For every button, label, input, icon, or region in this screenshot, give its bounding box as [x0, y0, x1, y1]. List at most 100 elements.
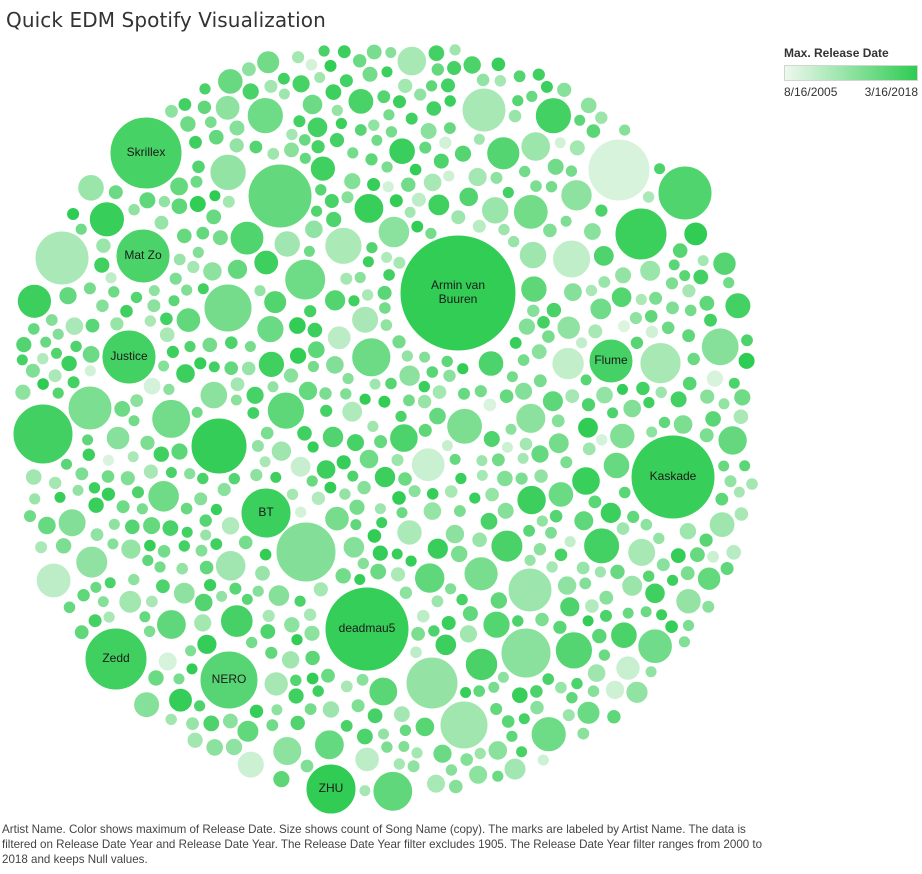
- bubble[interactable]: [664, 276, 680, 291]
- bubble[interactable]: [472, 684, 487, 698]
- bubble[interactable]: [280, 650, 301, 670]
- bubble[interactable]: [289, 714, 306, 732]
- bubble[interactable]: [593, 565, 608, 579]
- bubble[interactable]: [560, 179, 593, 212]
- bubble[interactable]: [615, 655, 641, 681]
- bubble[interactable]: [594, 203, 609, 218]
- bubble-bt[interactable]: [240, 487, 292, 539]
- bubble[interactable]: [580, 397, 597, 413]
- bubble[interactable]: [708, 511, 736, 538]
- bubble[interactable]: [164, 103, 179, 119]
- bubble[interactable]: [390, 547, 404, 561]
- bubble[interactable]: [24, 468, 43, 486]
- bubble[interactable]: [158, 326, 176, 344]
- bubble[interactable]: [496, 469, 514, 488]
- bubble[interactable]: [641, 190, 656, 204]
- bubble[interactable]: [304, 219, 324, 240]
- bubble[interactable]: [57, 508, 87, 538]
- bubble-zhu[interactable]: [305, 763, 357, 815]
- bubble[interactable]: [554, 680, 568, 695]
- bubble[interactable]: [229, 393, 243, 407]
- bubble[interactable]: [703, 312, 718, 328]
- bubble[interactable]: [151, 398, 192, 439]
- bubble[interactable]: [648, 290, 664, 306]
- bubble[interactable]: [292, 114, 307, 129]
- bubble[interactable]: [283, 141, 300, 159]
- bubble[interactable]: [142, 376, 162, 396]
- bubble[interactable]: [390, 453, 405, 467]
- bubble[interactable]: [185, 716, 200, 731]
- bubble[interactable]: [47, 368, 63, 384]
- bubble[interactable]: [193, 491, 209, 507]
- bubble[interactable]: [196, 99, 213, 116]
- bubble[interactable]: [54, 537, 73, 555]
- bubble[interactable]: [156, 609, 187, 640]
- bubble[interactable]: [450, 209, 467, 226]
- bubble[interactable]: [472, 132, 486, 146]
- bubble[interactable]: [599, 501, 622, 525]
- bubble[interactable]: [440, 354, 454, 369]
- bubble[interactable]: [34, 540, 49, 555]
- bubble[interactable]: [306, 359, 320, 374]
- bubble[interactable]: [283, 616, 301, 634]
- bubble[interactable]: [131, 485, 145, 500]
- bubble[interactable]: [565, 691, 579, 705]
- bubble[interactable]: [689, 546, 706, 564]
- bubble[interactable]: [692, 268, 710, 286]
- bubble[interactable]: [553, 547, 569, 563]
- bubble[interactable]: [183, 340, 197, 354]
- bubble[interactable]: [559, 214, 573, 228]
- bubble[interactable]: [654, 385, 668, 399]
- bubble[interactable]: [424, 226, 438, 240]
- bubble[interactable]: [346, 469, 360, 483]
- bubble[interactable]: [37, 515, 57, 536]
- bubble[interactable]: [246, 406, 261, 420]
- bubble[interactable]: [352, 53, 368, 69]
- bubble[interactable]: [512, 194, 549, 230]
- bubble[interactable]: [525, 89, 539, 104]
- bubble[interactable]: [147, 669, 165, 687]
- bubble[interactable]: [559, 596, 581, 618]
- bubble[interactable]: [430, 62, 445, 77]
- bubble[interactable]: [188, 195, 207, 213]
- bubble[interactable]: [602, 451, 631, 480]
- bubble[interactable]: [507, 567, 553, 613]
- bubble[interactable]: [573, 510, 595, 532]
- bubble[interactable]: [418, 350, 432, 364]
- bubble[interactable]: [678, 269, 692, 283]
- bubble[interactable]: [141, 553, 155, 568]
- bubble[interactable]: [625, 680, 649, 704]
- bubble[interactable]: [256, 315, 285, 344]
- bubble[interactable]: [51, 386, 65, 400]
- bubble[interactable]: [304, 649, 321, 667]
- bubble[interactable]: [258, 547, 273, 562]
- bubble[interactable]: [186, 259, 201, 275]
- bubble[interactable]: [119, 303, 134, 319]
- bubble[interactable]: [396, 45, 428, 77]
- bubble[interactable]: [503, 757, 527, 781]
- bubble[interactable]: [468, 491, 482, 505]
- bubble[interactable]: [196, 633, 218, 655]
- bubble[interactable]: [73, 624, 90, 641]
- bubble[interactable]: [179, 501, 194, 516]
- bubble[interactable]: [142, 624, 157, 638]
- bubble[interactable]: [204, 115, 218, 129]
- bubble-kaskade[interactable]: [630, 434, 716, 520]
- bubble[interactable]: [305, 474, 319, 488]
- bubble[interactable]: [162, 382, 176, 396]
- bubble[interactable]: [493, 74, 508, 88]
- bubble[interactable]: [36, 352, 50, 366]
- bubble[interactable]: [324, 226, 363, 265]
- bubble[interactable]: [147, 480, 180, 513]
- bubble[interactable]: [180, 525, 194, 539]
- bubble[interactable]: [89, 580, 103, 594]
- bubble[interactable]: [404, 111, 419, 126]
- bubble[interactable]: [340, 190, 355, 205]
- bubble[interactable]: [454, 471, 468, 486]
- bubble[interactable]: [568, 139, 586, 157]
- bubble[interactable]: [597, 648, 612, 662]
- bubble[interactable]: [482, 610, 511, 639]
- bubble[interactable]: [717, 425, 748, 456]
- bubble[interactable]: [448, 452, 462, 466]
- bubble[interactable]: [106, 537, 120, 551]
